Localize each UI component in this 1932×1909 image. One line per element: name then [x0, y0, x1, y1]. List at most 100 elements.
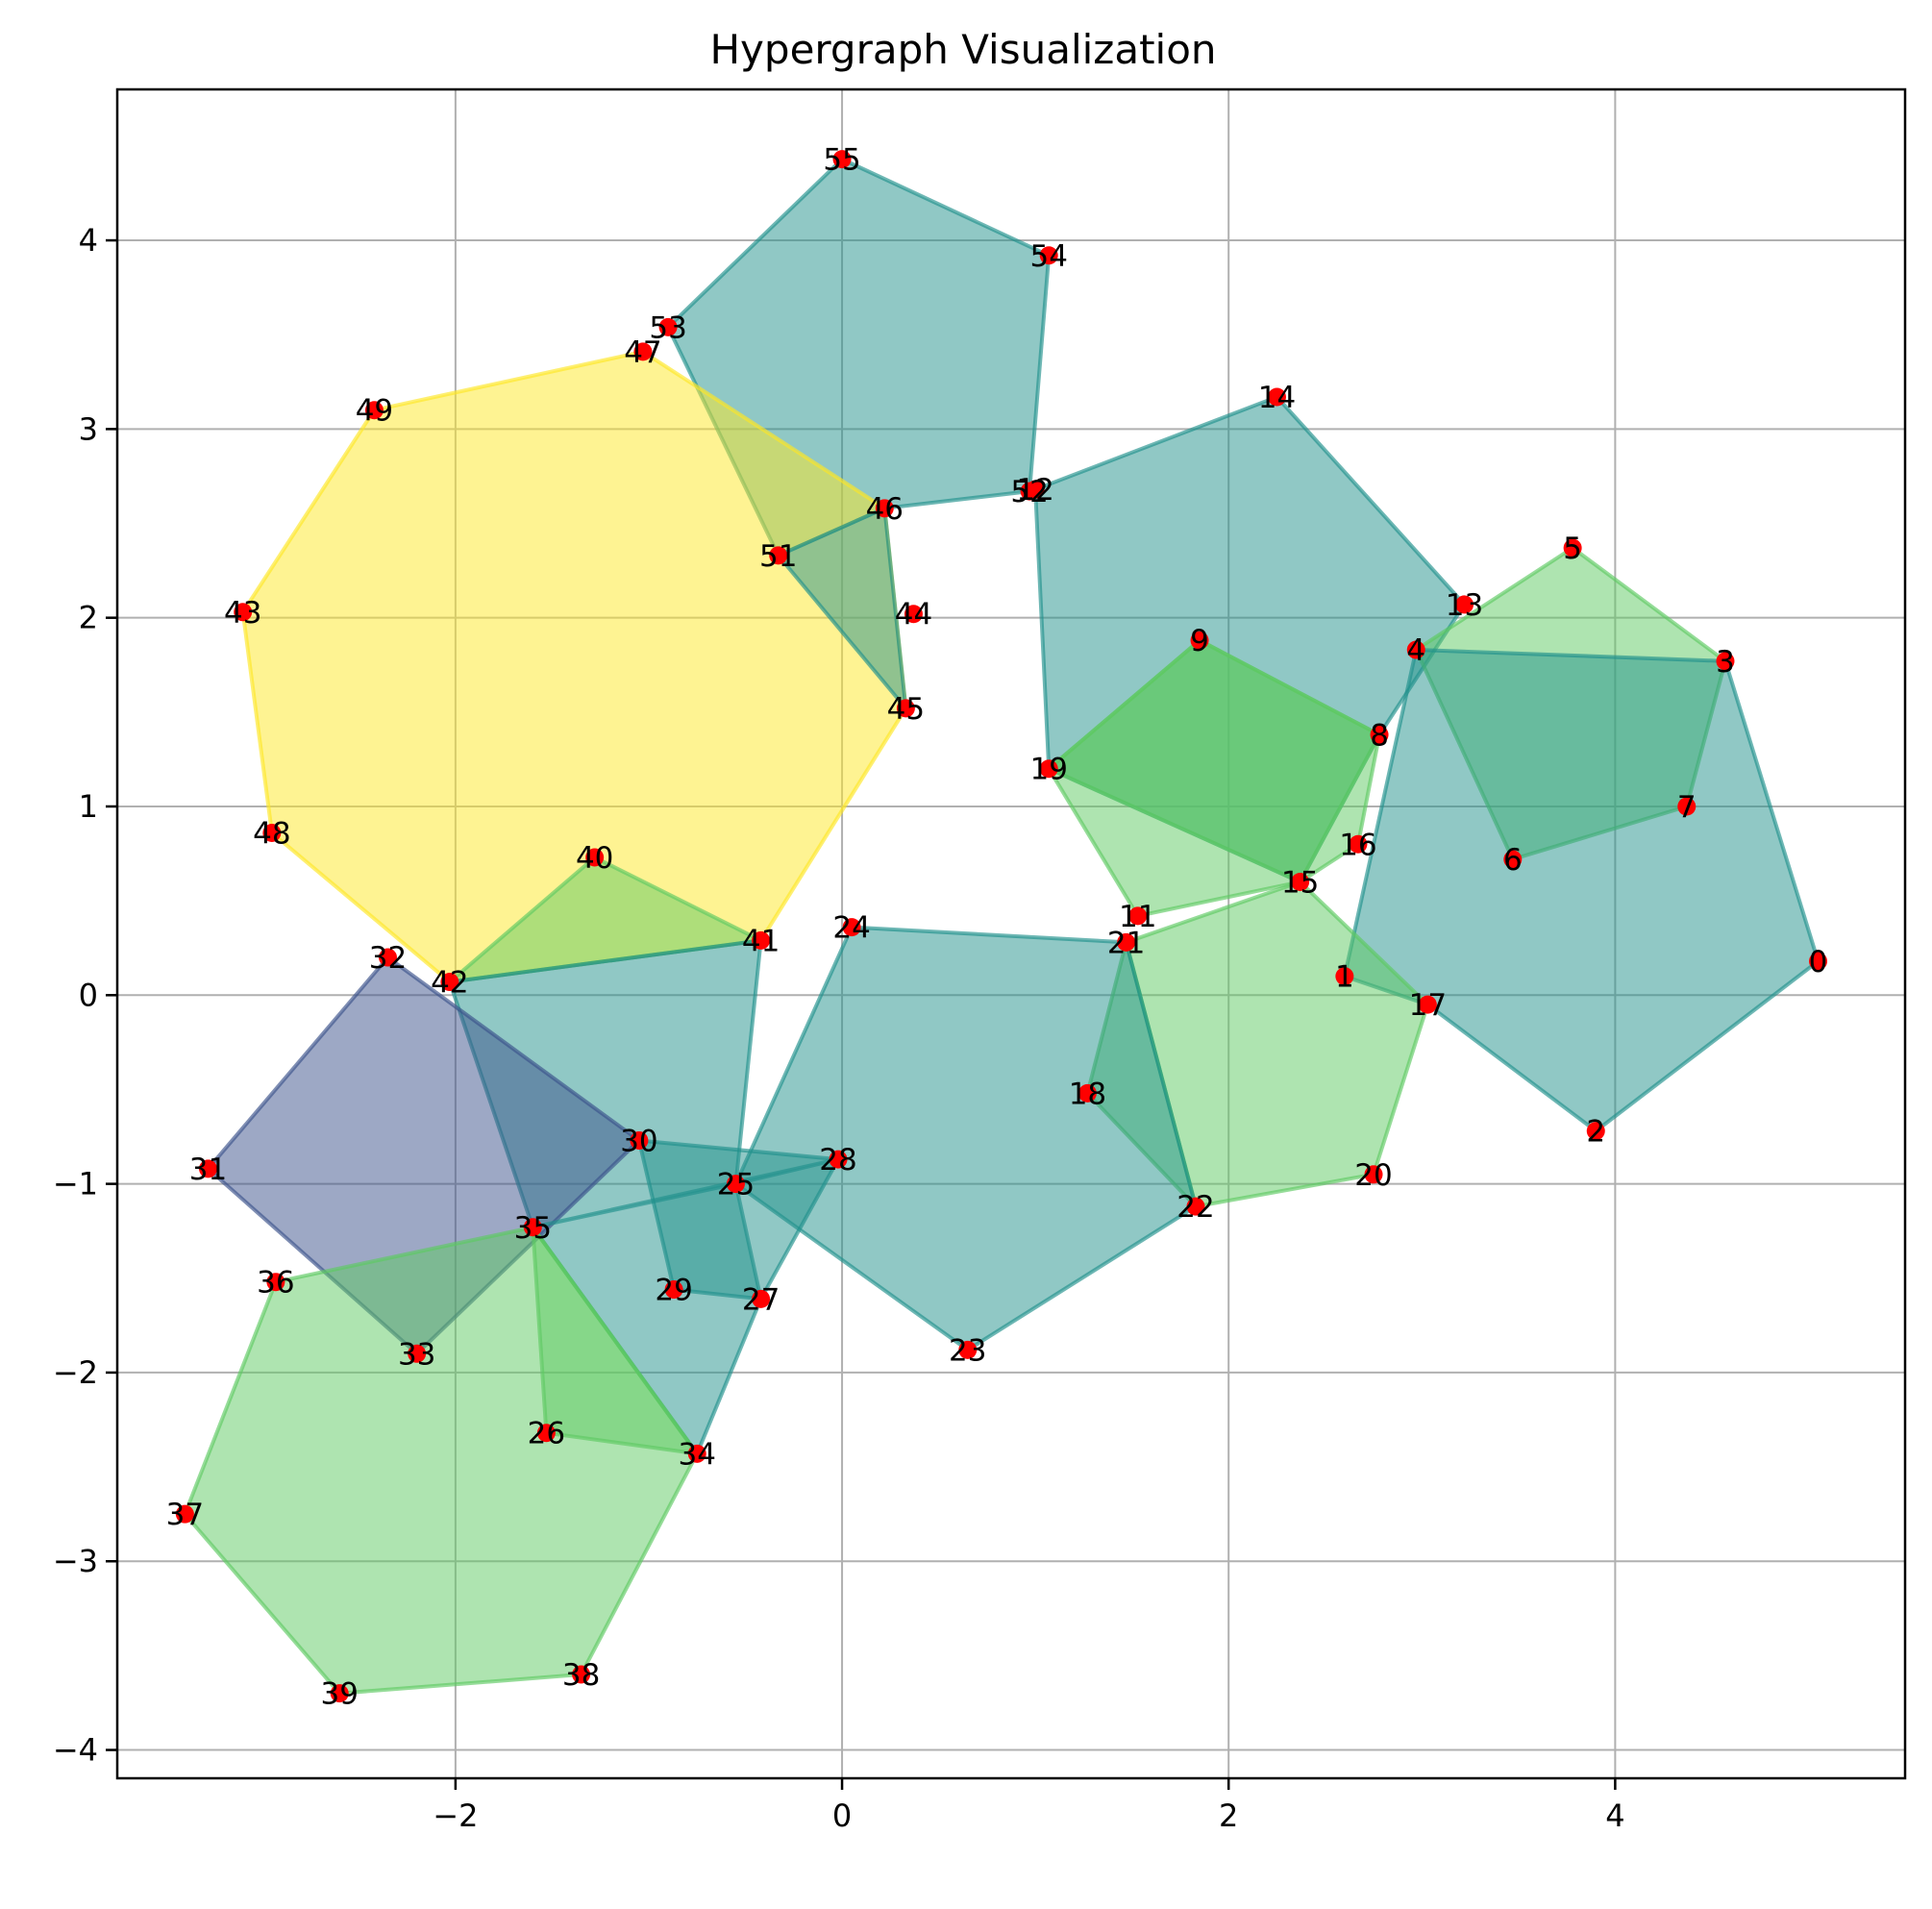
hyperedge-layer [183, 157, 1821, 1696]
node-13 [1455, 595, 1474, 614]
node-52 [1020, 482, 1039, 501]
node-label-43: 43 [224, 596, 261, 631]
chart-title: Hypergraph Visualization [709, 26, 1216, 73]
node-20 [1364, 1165, 1383, 1184]
y-tick-label: −4 [53, 1732, 98, 1769]
node-label-45: 45 [887, 692, 925, 727]
node-label-51: 51 [759, 539, 797, 574]
y-tick-label: 3 [79, 410, 98, 447]
node-37 [175, 1504, 194, 1524]
node-9 [1190, 631, 1209, 650]
y-tick-label: 0 [79, 977, 98, 1013]
node-label-6: 6 [1503, 843, 1523, 878]
node-18 [1077, 1083, 1097, 1103]
node-label-29: 29 [655, 1274, 692, 1308]
y-tick-label: −1 [53, 1166, 98, 1202]
node-label-19: 19 [1029, 753, 1067, 787]
hyperedge-10 [733, 925, 1198, 1352]
node-19 [1039, 759, 1058, 779]
node-label-9: 9 [1190, 624, 1209, 658]
node-label-26: 26 [528, 1417, 565, 1451]
node-label-55: 55 [823, 143, 860, 178]
hyperedge-2 [776, 506, 908, 710]
y-tick-label: 4 [79, 222, 98, 259]
node-15 [1291, 873, 1310, 892]
node-label-37: 37 [166, 1498, 204, 1532]
node-label-49: 49 [356, 394, 393, 429]
node-label-52: 52 [1010, 475, 1048, 509]
hyperedge-7 [1342, 648, 1821, 1133]
node-7 [1677, 797, 1697, 816]
node-label-18: 18 [1069, 1077, 1106, 1111]
node-46 [875, 499, 894, 518]
node-26 [536, 1424, 556, 1443]
node-5 [1563, 538, 1582, 558]
node-label-38: 38 [562, 1658, 600, 1693]
node-55 [832, 150, 852, 169]
x-tick-label: −2 [433, 1797, 478, 1834]
y-tick-label: 1 [79, 788, 98, 825]
node-4 [1406, 640, 1425, 659]
node-43 [234, 603, 253, 622]
node-3 [1716, 652, 1735, 671]
plot-frame [115, 87, 1907, 1780]
node-32 [379, 948, 398, 967]
node-11 [1128, 906, 1148, 926]
node-label-3: 3 [1716, 645, 1735, 680]
node-51 [769, 546, 788, 565]
node-22 [1186, 1197, 1205, 1216]
node-28 [829, 1150, 848, 1169]
node-label-25: 25 [717, 1168, 755, 1202]
node-label-5: 5 [1563, 532, 1582, 566]
node-layer [175, 150, 1828, 1703]
node-31 [199, 1159, 218, 1178]
node-label-0: 0 [1809, 945, 1828, 979]
x-tick-label: 0 [832, 1797, 852, 1834]
node-label-24: 24 [832, 911, 870, 946]
node-24 [842, 918, 861, 937]
node-6 [1503, 850, 1523, 869]
node-label-layer: 0123456789111213141516171819202122232425… [166, 143, 1828, 1712]
node-label-11: 11 [1119, 900, 1156, 934]
node-39 [330, 1684, 349, 1703]
x-tick-label: 2 [1219, 1797, 1238, 1834]
node-label-27: 27 [742, 1282, 780, 1317]
node-48 [262, 823, 282, 842]
node-42 [440, 973, 459, 992]
node-label-17: 17 [1409, 988, 1447, 1023]
node-1 [1335, 967, 1354, 986]
node-49 [364, 401, 384, 420]
y-tick-label: −2 [53, 1354, 98, 1391]
node-label-54: 54 [1029, 239, 1067, 274]
node-45 [896, 699, 915, 718]
node-label-41: 41 [742, 924, 780, 958]
node-47 [633, 342, 653, 361]
node-0 [1809, 952, 1828, 971]
node-label-21: 21 [1107, 926, 1145, 960]
node-label-48: 48 [253, 816, 290, 851]
node-label-8: 8 [1370, 718, 1389, 753]
y-tick-label: −3 [53, 1543, 98, 1579]
y-tick-label: 2 [79, 600, 98, 636]
node-label-22: 22 [1177, 1190, 1214, 1225]
x-tick-label: 4 [1605, 1797, 1624, 1834]
node-label-2: 2 [1586, 1115, 1605, 1150]
node-41 [752, 930, 771, 950]
node-14 [1267, 387, 1286, 407]
node-36 [266, 1273, 285, 1292]
node-label-23: 23 [949, 1333, 986, 1368]
node-16 [1349, 834, 1368, 854]
node-23 [958, 1340, 978, 1359]
node-label-32: 32 [369, 941, 407, 976]
node-label-40: 40 [576, 841, 613, 876]
node-label-14: 14 [1258, 381, 1296, 415]
node-label-34: 34 [679, 1437, 716, 1472]
node-label-44: 44 [895, 598, 932, 632]
node-label-4: 4 [1406, 633, 1425, 668]
node-34 [687, 1444, 706, 1463]
hyperedge-17 [531, 1225, 700, 1456]
node-33 [408, 1344, 427, 1363]
node-label-39: 39 [321, 1677, 359, 1712]
